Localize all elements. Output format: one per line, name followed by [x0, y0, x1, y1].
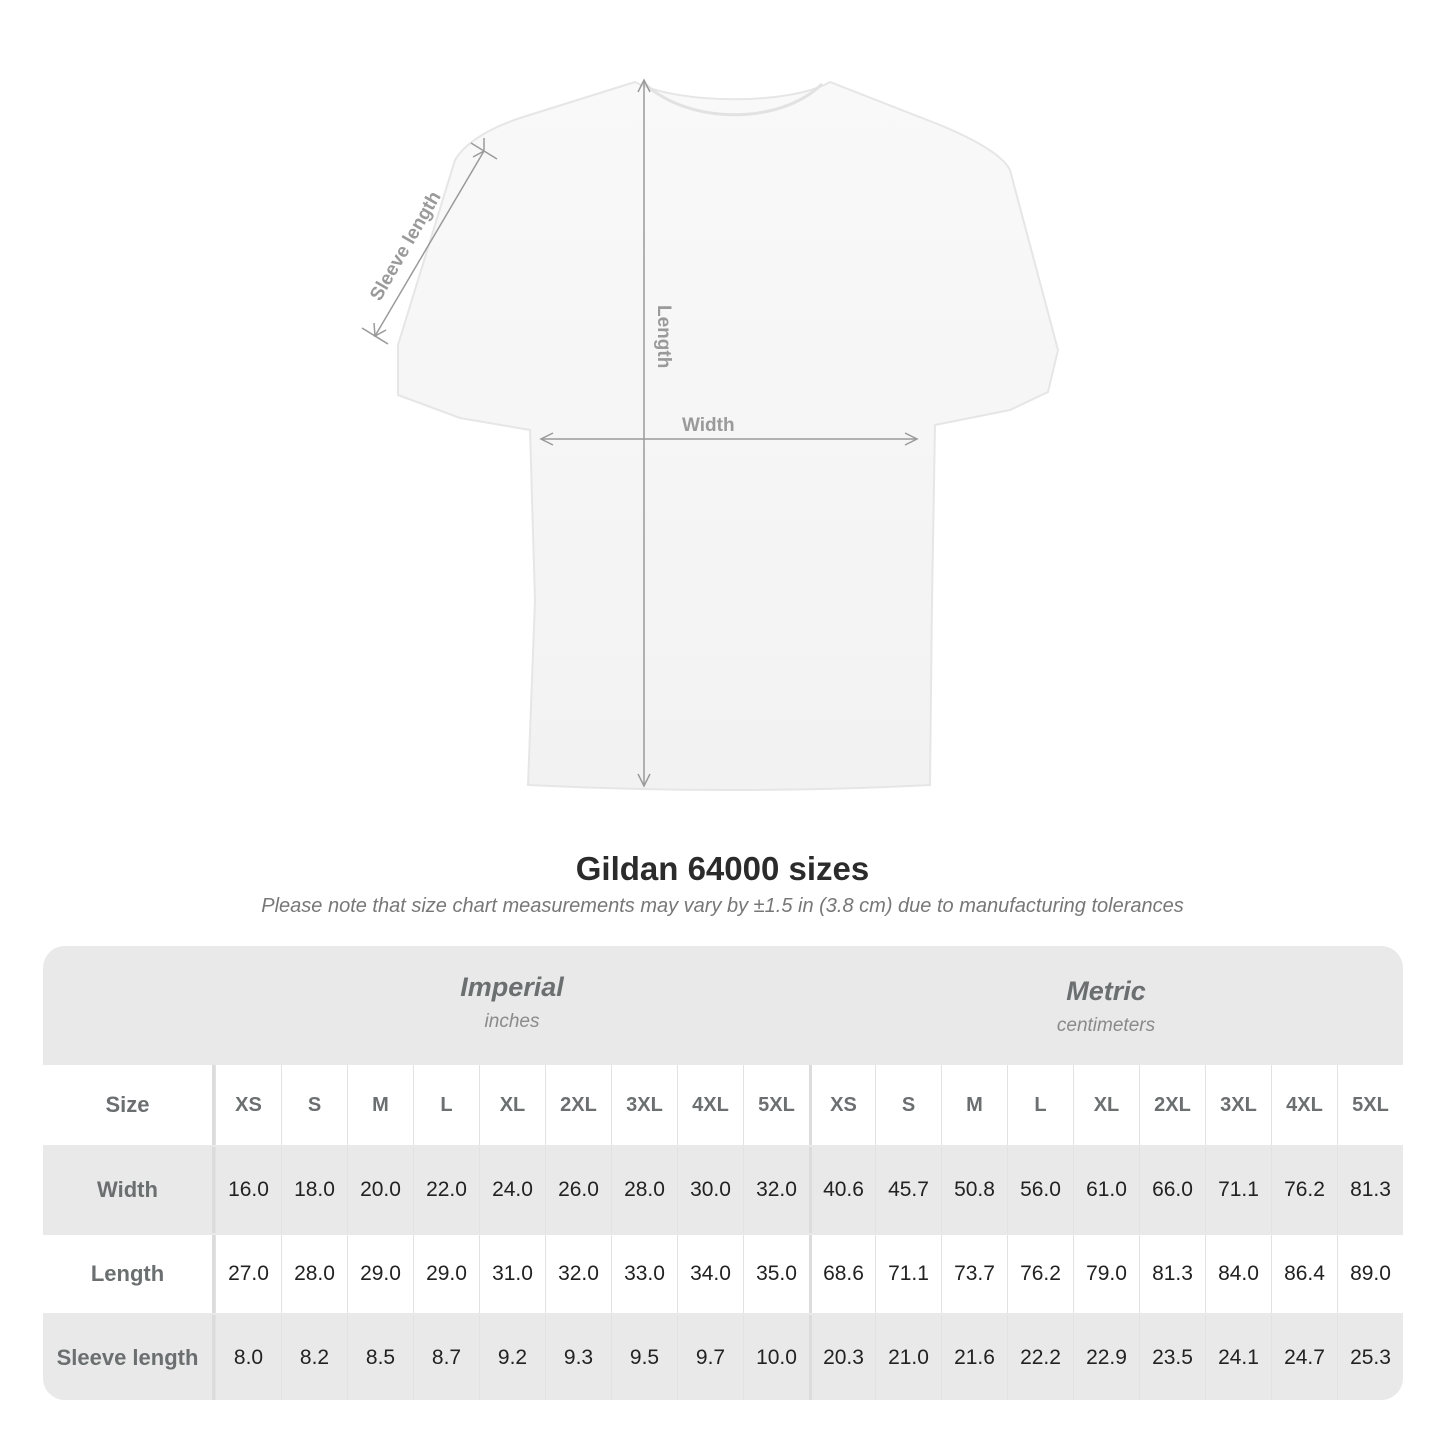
size-header-metric: 2XL: [1139, 1065, 1205, 1145]
imperial-title: Imperial: [460, 972, 564, 1002]
sleeve-arrowheads: [361, 138, 498, 345]
value-cell-imperial: 8.5: [347, 1315, 413, 1400]
value-cell-imperial: 28.0: [611, 1147, 677, 1233]
size-header-imperial: 3XL: [611, 1065, 677, 1145]
value-cell-imperial: 24.0: [479, 1147, 545, 1233]
width-label: Width: [682, 415, 735, 436]
tolerance-note: Please note that size chart measurements…: [261, 895, 1184, 917]
value-cell-imperial: 8.7: [413, 1315, 479, 1400]
value-cell-imperial: 26.0: [545, 1147, 611, 1233]
size-header-imperial: S: [281, 1065, 347, 1145]
size-header-metric: M: [941, 1065, 1007, 1145]
value-cell-imperial: 32.0: [545, 1235, 611, 1313]
value-cell-imperial: 18.0: [281, 1147, 347, 1233]
size-header-imperial: 5XL: [743, 1065, 809, 1145]
value-cell-imperial: 27.0: [215, 1235, 281, 1313]
row-label: Size: [43, 1065, 215, 1145]
value-cell-metric: 25.3: [1337, 1315, 1403, 1400]
value-cell-metric: 22.2: [1007, 1315, 1073, 1400]
value-cell-metric: 40.6: [809, 1147, 875, 1233]
value-cell-imperial: 9.7: [677, 1315, 743, 1400]
value-cell-imperial: 28.0: [281, 1235, 347, 1313]
value-cell-imperial: 8.2: [281, 1315, 347, 1400]
size-header-imperial: 4XL: [677, 1065, 743, 1145]
row-label: Sleeve length: [43, 1315, 215, 1400]
value-cell-metric: 21.0: [875, 1315, 941, 1400]
value-cell-metric: 76.2: [1007, 1235, 1073, 1313]
value-cell-imperial: 9.5: [611, 1315, 677, 1400]
value-cell-metric: 73.7: [941, 1235, 1007, 1313]
size-header-imperial: 2XL: [545, 1065, 611, 1145]
row-label: Width: [43, 1147, 215, 1233]
sleeve-arrow: [374, 150, 485, 337]
value-cell-metric: 21.6: [941, 1315, 1007, 1400]
table-row: Width 16.0 18.0 20.0 22.0 24.0 26.0 28.0 30.0 32.…: [43, 1147, 1403, 1233]
value-cell-metric: 20.3: [809, 1315, 875, 1400]
value-cell-imperial: 29.0: [347, 1235, 413, 1313]
value-cell-imperial: 30.0: [677, 1147, 743, 1233]
imperial-unit: inches: [484, 1011, 540, 1032]
value-cell-metric: 50.8: [941, 1147, 1007, 1233]
imperial-header: Imperial inches: [215, 946, 809, 1063]
size-header-metric: XS: [809, 1065, 875, 1145]
value-cell-metric: 24.1: [1205, 1315, 1271, 1400]
value-cell-metric: 79.0: [1073, 1235, 1139, 1313]
value-cell-imperial: 16.0: [215, 1147, 281, 1233]
value-cell-metric: 86.4: [1271, 1235, 1337, 1313]
value-cell-metric: 68.6: [809, 1235, 875, 1313]
value-cell-imperial: 29.0: [413, 1235, 479, 1313]
metric-unit: centimeters: [1056, 1015, 1156, 1036]
table-row: Length 27.0 28.0 29.0 29.0 31.0 32.0 33.0 34.0 35…: [43, 1235, 1403, 1313]
length-arrowheads: [637, 78, 651, 788]
value-cell-metric: 22.9: [1073, 1315, 1139, 1400]
value-cell-metric: 23.5: [1139, 1315, 1205, 1400]
chart-title: Gildan 64000 sizes: [575, 850, 870, 887]
value-cell-imperial: 9.2: [479, 1315, 545, 1400]
value-cell-metric: 71.1: [1205, 1147, 1271, 1233]
value-cell-metric: 61.0: [1073, 1147, 1139, 1233]
value-cell-imperial: 9.3: [545, 1315, 611, 1400]
size-header-imperial: XL: [479, 1065, 545, 1145]
size-header-metric: 4XL: [1271, 1065, 1337, 1145]
size-header-metric: S: [875, 1065, 941, 1145]
value-cell-metric: 56.0: [1007, 1147, 1073, 1233]
value-cell-metric: 24.7: [1271, 1315, 1337, 1400]
table-row: Sleeve length 8.0 8.2 8.5 8.7 9.2 9.3 9.5 9.7 10.…: [43, 1315, 1403, 1400]
size-header-metric: 5XL: [1337, 1065, 1403, 1145]
metric-title: Metric: [1066, 976, 1146, 1006]
value-cell-imperial: 22.0: [413, 1147, 479, 1233]
value-cell-imperial: 32.0: [743, 1147, 809, 1233]
value-cell-metric: 81.3: [1337, 1147, 1403, 1233]
value-cell-imperial: 35.0: [743, 1235, 809, 1313]
size-header-row: Size XS S M L XL 2XL 3XL 4XL 5XL XS S M L XL 2XL 3XL 4XL 5…: [43, 1065, 1403, 1145]
size-header-imperial: M: [347, 1065, 413, 1145]
metric-header: Metric centimeters: [809, 946, 1403, 1063]
size-header-imperial: XS: [215, 1065, 281, 1145]
value-cell-metric: 45.7: [875, 1147, 941, 1233]
value-cell-metric: 76.2: [1271, 1147, 1337, 1233]
value-cell-metric: 89.0: [1337, 1235, 1403, 1313]
width-arrowheads: [539, 432, 919, 446]
value-cell-metric: 71.1: [875, 1235, 941, 1313]
tshirt-image: [397, 80, 1060, 791]
length-label: Length: [653, 305, 674, 368]
size-header-metric: XL: [1073, 1065, 1139, 1145]
value-cell-imperial: 8.0: [215, 1315, 281, 1400]
value-cell-metric: 81.3: [1139, 1235, 1205, 1313]
value-cell-imperial: 20.0: [347, 1147, 413, 1233]
value-cell-imperial: 31.0: [479, 1235, 545, 1313]
size-table: Imperial inches Metric centimeters Size X…: [43, 946, 1403, 1400]
row-label: Length: [43, 1235, 215, 1313]
size-header-imperial: L: [413, 1065, 479, 1145]
value-cell-imperial: 10.0: [743, 1315, 809, 1400]
value-cell-imperial: 34.0: [677, 1235, 743, 1313]
value-cell-imperial: 33.0: [611, 1235, 677, 1313]
tshirt-collar: [643, 82, 824, 117]
size-header-metric: 3XL: [1205, 1065, 1271, 1145]
size-header-metric: L: [1007, 1065, 1073, 1145]
tshirt-diagram: Sleeve length Length Width: [361, 78, 1060, 791]
value-cell-metric: 66.0: [1139, 1147, 1205, 1233]
value-cell-metric: 84.0: [1205, 1235, 1271, 1313]
